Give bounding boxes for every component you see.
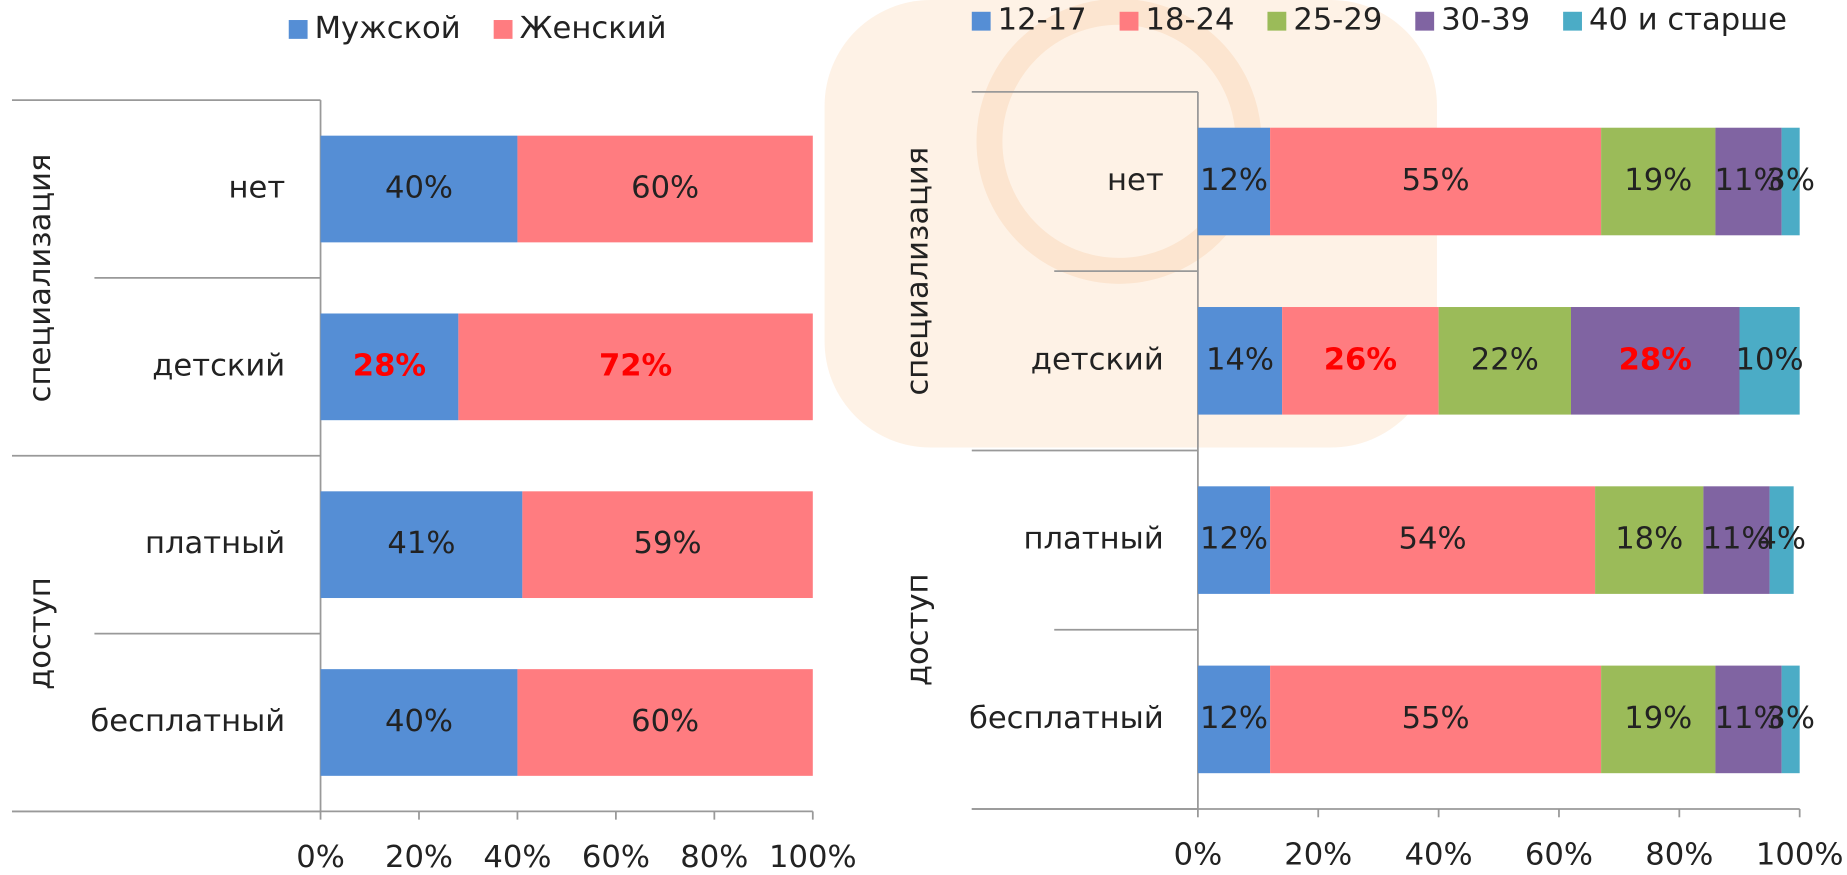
data-label: 54%	[1399, 522, 1467, 557]
charts: 0% 20% 40% 60% 80% 100% специализация нет 40% 60%…	[0, 0, 1847, 875]
data-label: 28%	[1619, 342, 1692, 377]
data-label: 60%	[631, 171, 699, 206]
legend-swatch	[972, 12, 991, 31]
data-label: 19%	[1624, 701, 1692, 736]
legend-label: Мужской	[315, 11, 461, 46]
category-label: бесплатный	[90, 704, 285, 739]
legend-swatch	[1415, 12, 1434, 31]
page: 0% 20% 40% 60% 80% 100% специализация нет 40% 60%…	[0, 0, 1847, 875]
data-label: 40%	[385, 704, 453, 739]
category-label: платный	[145, 526, 285, 561]
group-label: специализация	[23, 154, 58, 403]
data-label: 10%	[1736, 342, 1804, 377]
data-label: 12%	[1200, 163, 1268, 198]
data-label: 14%	[1206, 342, 1274, 377]
x-tick-label: 100%	[1756, 838, 1844, 873]
x-tick-label: 40%	[1405, 838, 1473, 873]
group-label: специализация	[900, 147, 935, 396]
x-tick-label: 40%	[483, 840, 551, 875]
data-label: 18%	[1615, 522, 1683, 557]
data-label: 22%	[1471, 342, 1539, 377]
data-label: 3%	[1766, 163, 1815, 198]
legend-swatch	[1563, 12, 1582, 31]
data-label: 60%	[631, 704, 699, 739]
legend-swatch	[1120, 12, 1139, 31]
x-tick-label: 20%	[1284, 838, 1352, 873]
data-label: 12%	[1200, 701, 1268, 736]
category-label: детский	[152, 348, 285, 383]
data-label: 26%	[1324, 342, 1397, 377]
category-label: нет	[1107, 163, 1164, 198]
data-label: 28%	[353, 348, 426, 383]
data-label: 40%	[385, 171, 453, 206]
legend-label: 25-29	[1293, 3, 1382, 38]
data-label: 4%	[1757, 522, 1806, 557]
data-label: 3%	[1766, 701, 1815, 736]
x-tick-label: 20%	[385, 840, 453, 875]
data-label: 72%	[599, 348, 672, 383]
legend-label: 18-24	[1146, 3, 1235, 38]
x-tick-label: 0%	[1174, 838, 1223, 873]
data-label: 41%	[387, 526, 455, 561]
x-tick-label: 60%	[1525, 838, 1593, 873]
data-label: 55%	[1402, 701, 1470, 736]
legend-swatch	[494, 20, 513, 39]
legend-label: 40 и старше	[1589, 3, 1787, 38]
category-label: детский	[1031, 342, 1164, 377]
data-label: 59%	[634, 526, 702, 561]
legend-label: Женский	[520, 11, 667, 46]
data-label: 19%	[1624, 163, 1692, 198]
legend-swatch	[289, 20, 308, 39]
category-label: нет	[229, 171, 286, 206]
group-label: доступ	[23, 577, 58, 690]
data-label: 12%	[1200, 522, 1268, 557]
category-label: бесплатный	[969, 701, 1164, 736]
x-tick-label: 80%	[680, 840, 748, 875]
group-label: доступ	[900, 573, 935, 686]
legend-label: 12-17	[998, 3, 1087, 38]
legend-label: 30-39	[1441, 3, 1530, 38]
x-tick-label: 60%	[582, 840, 650, 875]
legend-swatch	[1267, 12, 1286, 31]
x-tick-label: 80%	[1645, 838, 1713, 873]
x-tick-label: 100%	[769, 840, 857, 875]
x-tick-label: 0%	[296, 840, 345, 875]
data-label: 55%	[1402, 163, 1470, 198]
category-label: платный	[1023, 522, 1163, 557]
